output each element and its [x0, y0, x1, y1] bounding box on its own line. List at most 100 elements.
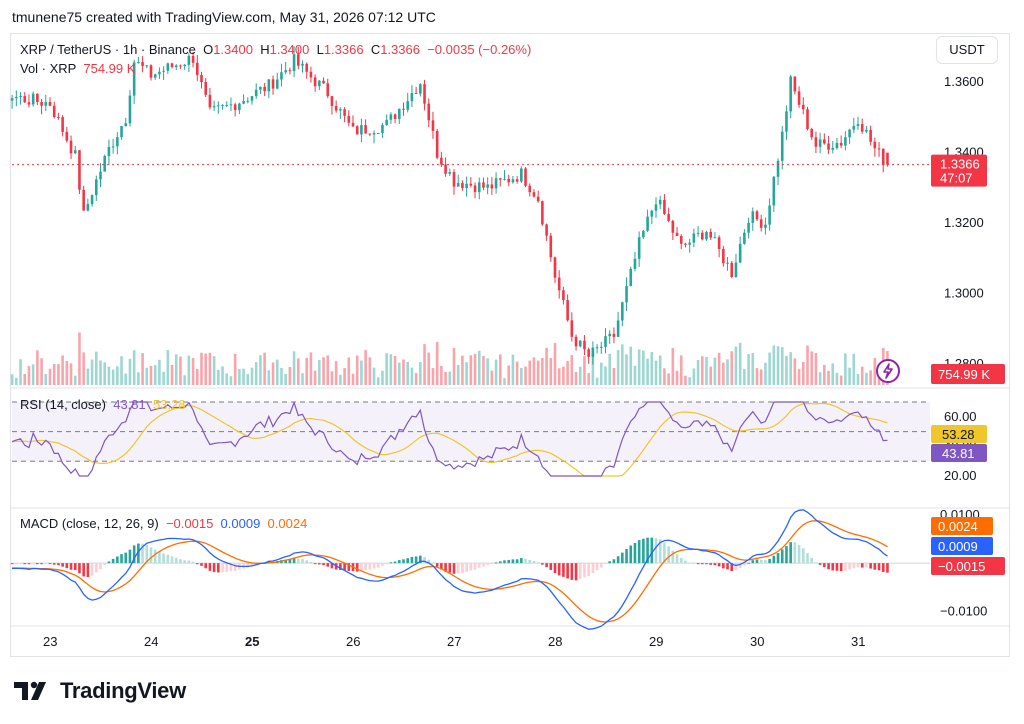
volume-bar	[557, 368, 561, 385]
volume-bar	[671, 348, 675, 385]
candle-body	[397, 108, 401, 119]
macd-histogram-bar	[515, 559, 519, 564]
volume-bar	[406, 361, 410, 385]
candle-body	[191, 55, 195, 63]
volume-bar	[322, 357, 325, 385]
lightning-bolt-glyph	[883, 363, 893, 379]
volume-bar	[301, 373, 304, 385]
rsi-label[interactable]: RSI (14, close)	[20, 397, 106, 412]
volume-bar	[679, 355, 683, 385]
macd-histogram-bar	[877, 563, 881, 571]
macd-histogram-bar	[717, 563, 721, 567]
candle-body	[743, 232, 746, 244]
volume-bar	[65, 361, 69, 385]
tradingview-logo[interactable]: TradingView	[14, 678, 186, 704]
candle-body	[162, 70, 165, 72]
candle-body	[747, 222, 750, 233]
candle-body	[355, 126, 359, 135]
volume-bar	[284, 373, 287, 385]
volume-bar	[835, 372, 839, 385]
volume-bar	[137, 372, 140, 385]
candle-body	[844, 137, 847, 146]
volume-label[interactable]: Vol · XRP	[20, 61, 77, 76]
volume-legend: Vol · XRP 754.99 K	[20, 61, 135, 76]
volume-bar	[629, 346, 633, 385]
volume-bar	[52, 364, 56, 385]
candle-body	[553, 257, 557, 278]
macd-histogram-bar	[183, 560, 186, 564]
macd-histogram-bar	[536, 562, 540, 564]
candle-body	[692, 233, 696, 243]
candle-body	[654, 204, 658, 211]
volume-bar	[616, 350, 620, 385]
volume-bar	[200, 352, 203, 385]
candle-body	[339, 109, 342, 111]
macd-histogram-bar	[848, 563, 851, 570]
lightning-bolt-icon[interactable]	[876, 359, 900, 383]
volume-bar	[801, 361, 805, 385]
macd-histogram-bar	[549, 563, 553, 571]
macd-histogram-bar	[654, 538, 658, 564]
macd-histogram-bar	[503, 560, 506, 564]
candle-body	[810, 129, 814, 138]
macd-histogram-bar	[839, 563, 843, 572]
currency-button[interactable]: USDT	[936, 36, 998, 64]
volume-bar	[330, 371, 334, 385]
macd-histogram-bar	[524, 558, 527, 564]
macd-histogram-bar	[511, 559, 515, 564]
volume-bar	[860, 366, 864, 385]
candle-body	[174, 65, 178, 68]
macd-histogram-bar	[322, 563, 325, 566]
volume-bar	[562, 366, 565, 385]
macd-histogram-bar	[755, 559, 759, 564]
volume-bar	[435, 341, 439, 385]
volume-bar	[608, 353, 612, 385]
macd-histogram-bar	[330, 563, 334, 569]
candle-body	[507, 178, 511, 183]
time-axis-label: 25	[245, 634, 259, 649]
macd-histogram-bar	[111, 558, 115, 564]
volume-bar	[477, 350, 481, 385]
macd-histogram-bar	[759, 559, 763, 564]
candle-body	[52, 105, 56, 118]
macd-histogram-bar	[448, 563, 452, 573]
volume-bar	[440, 365, 443, 385]
volume-bar	[414, 373, 418, 385]
macd-histogram-bar	[440, 563, 443, 570]
candle-body	[305, 63, 309, 72]
bar-countdown: 47:07	[940, 171, 973, 186]
volume-bar	[810, 351, 814, 385]
macd-histogram-bar	[553, 563, 557, 574]
candle-body	[111, 146, 115, 148]
macd-histogram-bar	[208, 563, 212, 571]
volume-bar	[490, 370, 494, 385]
volume-bar	[823, 364, 826, 385]
symbol-title[interactable]: XRP / TetherUS · 1h · Binance	[20, 42, 196, 57]
rsi-ma-badge	[931, 425, 987, 443]
candle-body	[461, 183, 464, 189]
close-value: 1.3366	[380, 42, 420, 57]
volume-bar	[347, 357, 351, 385]
volume-bar	[738, 342, 742, 385]
candle-body	[637, 237, 641, 259]
macd-label[interactable]: MACD (close, 12, 26, 9)	[20, 516, 159, 531]
candle-body	[511, 179, 515, 183]
candle-body	[368, 133, 372, 135]
candle-body	[57, 117, 60, 119]
volume-bar	[288, 366, 292, 385]
candle-body	[562, 290, 565, 301]
macd-histogram-bar	[810, 557, 814, 564]
high-value: 1.3400	[269, 42, 310, 57]
low-value: 1.3366	[323, 42, 364, 57]
macd-histogram-bar	[376, 563, 380, 568]
candle-body	[785, 111, 788, 132]
volume-bar	[73, 375, 77, 385]
volume-bar	[48, 368, 52, 385]
candle-body	[759, 219, 763, 228]
candle-body	[806, 109, 809, 130]
candle-body	[827, 143, 830, 150]
volume-bar	[591, 351, 595, 385]
volume-bar	[57, 364, 60, 385]
volume-bar	[604, 366, 607, 385]
